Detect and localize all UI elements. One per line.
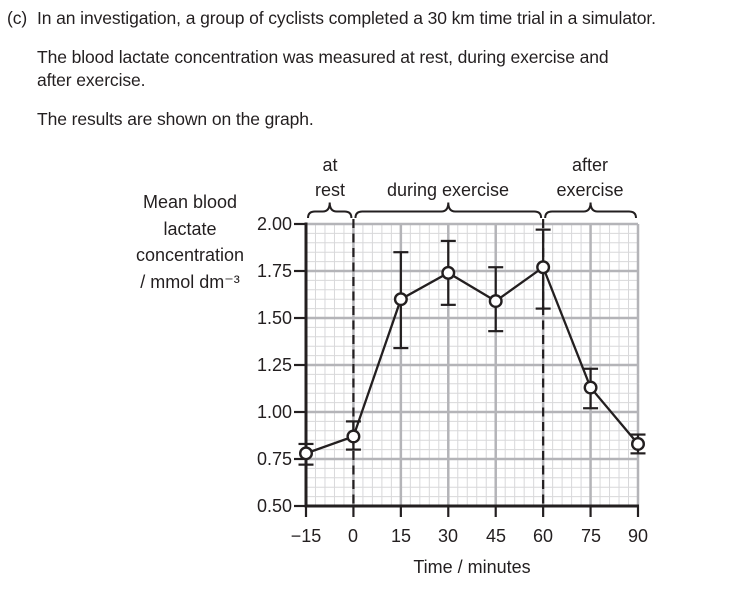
data-point [393,292,408,307]
y-axis-title-line: Mean blood [143,192,237,212]
data-point [441,265,456,280]
y-tick-label: 0.50 [257,496,292,516]
chart-text-labels: Mean blood lactate concentration / mmol … [136,155,648,577]
data-series [298,228,646,466]
data-point [536,260,551,275]
x-tick-label: 75 [581,526,601,546]
x-axis-title: Time / minutes [413,557,530,577]
data-line [305,265,639,455]
question-part-label: (c) [7,8,28,28]
data-point [631,436,646,451]
question-line-3: after exercise. [37,70,146,90]
phase-brace [354,202,543,219]
data-point [488,294,503,309]
phase-braces [307,202,637,219]
phase-label-after-exercise: exercise [556,180,623,200]
y-axis-title-line: lactate [163,219,216,239]
data-point [346,429,361,444]
y-tick-label: 0.75 [257,449,292,469]
y-axis-title-line: concentration [136,245,244,265]
x-tick-label: −15 [291,526,322,546]
question-line-1: In an investigation, a group of cyclists… [37,8,656,28]
x-tick-label: 60 [533,526,553,546]
phase-brace [544,202,637,219]
data-point [583,380,598,395]
phase-label-at-rest: rest [315,180,345,200]
x-tick-label: 0 [348,526,358,546]
phase-label-at-rest: at [322,155,337,175]
data-point [299,446,314,461]
question-line-2: The blood lactate concentration was meas… [37,47,609,67]
x-tick-label: 30 [438,526,458,546]
chart-grid [306,222,640,506]
question-line-4: The results are shown on the graph. [37,109,314,129]
y-tick-label: 1.75 [257,261,292,281]
x-tick-label: 45 [486,526,506,546]
phase-label-after-exercise: after [572,155,608,175]
phase-label-during-exercise: during exercise [387,180,509,200]
y-tick-label: 1.00 [257,402,292,422]
y-tick-label: 1.25 [257,355,292,375]
y-axis-title-line: / mmol dm⁻³ [140,272,240,292]
y-tick-label: 1.50 [257,308,292,328]
y-tick-label: 2.00 [257,214,292,234]
phase-brace [307,202,353,219]
x-tick-label: 90 [628,526,648,546]
x-tick-label: 15 [391,526,411,546]
